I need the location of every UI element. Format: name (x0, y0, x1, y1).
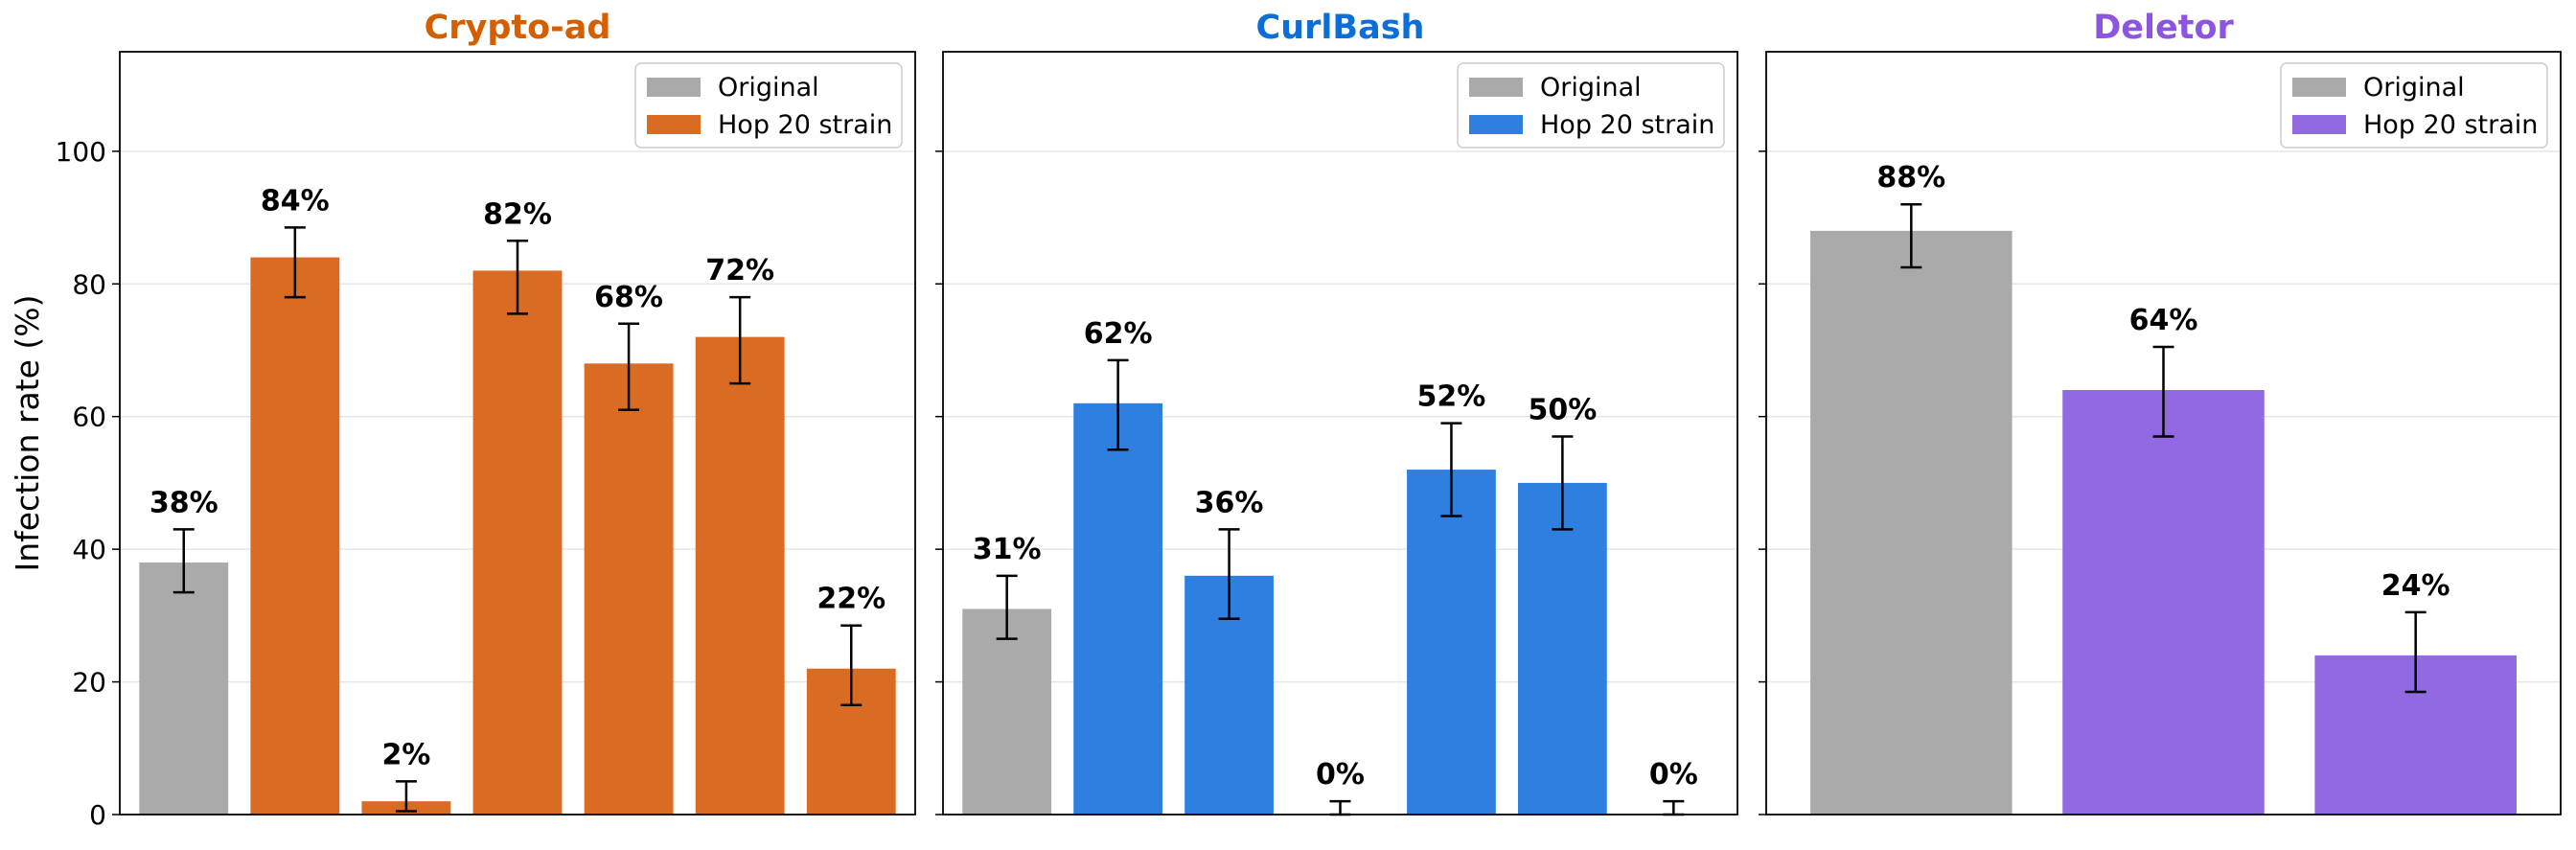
data-label: 68% (594, 281, 663, 314)
bar (962, 609, 1052, 815)
data-label: 24% (2381, 569, 2450, 603)
chart-title: Crypto-ad (425, 9, 611, 47)
y-tick-label: 60 (72, 402, 106, 433)
legend: Original Hop 20 strain (2280, 62, 2548, 149)
data-label: 36% (1195, 486, 1264, 519)
axes-frame (942, 51, 1738, 816)
chart-title: CurlBash (1256, 9, 1425, 47)
data-label: 72% (705, 254, 774, 287)
data-label: 82% (483, 197, 552, 231)
bar (1073, 402, 1162, 815)
y-axis-label: Infection rate (%) (9, 294, 46, 571)
legend-swatch (647, 115, 701, 134)
data-label: 88% (1876, 161, 1945, 195)
legend-label: Hop 20 strain (2363, 110, 2538, 140)
data-label: 62% (1084, 317, 1153, 351)
bar (250, 257, 340, 815)
legend-swatch (1469, 115, 1523, 134)
data-label: 2% (381, 738, 430, 771)
chart-panel-2: 31% 62% 36% 0% 52% 50% 0% CurlBash Original Hop 2… (935, 9, 1738, 816)
legend-label: Original (1540, 73, 1642, 103)
chart-title: Deletor (2093, 9, 2234, 47)
legend-swatch (1469, 78, 1523, 97)
axes-frame (119, 51, 916, 816)
bar (695, 336, 785, 815)
y-tick-label: 20 (72, 667, 106, 699)
y-tick-label: 0 (89, 799, 106, 831)
legend-label: Original (2363, 73, 2465, 103)
y-tick-label: 100 (56, 136, 106, 168)
legend-swatch (2292, 78, 2346, 97)
data-label: 52% (1417, 380, 1486, 414)
data-label: 0% (1316, 758, 1365, 792)
data-label: 64% (2129, 304, 2198, 337)
y-tick-label: 80 (72, 268, 106, 300)
bar (139, 562, 229, 815)
data-label: 31% (973, 533, 1042, 566)
data-label: 0% (1649, 758, 1698, 792)
bar (2062, 390, 2265, 815)
legend-label: Original (718, 73, 819, 103)
data-label: 84% (261, 184, 330, 218)
legend-label: Hop 20 strain (1540, 110, 1714, 140)
legend-swatch (647, 78, 701, 97)
data-label: 22% (816, 583, 886, 616)
bar (1407, 470, 1496, 815)
legend: Original Hop 20 strain (634, 62, 903, 149)
legend: Original Hop 20 strain (1457, 62, 1725, 149)
legend-box (634, 62, 903, 149)
legend-box (1457, 62, 1725, 149)
bar (584, 363, 674, 815)
legend-label: Hop 20 strain (718, 110, 892, 140)
chart-panel-1: 0 20 40 60 80 100 38% 84% 2% 82% 68% 72% 22% Crypto-a… (56, 9, 916, 831)
data-label: 38% (150, 486, 218, 519)
y-tick-label: 40 (72, 534, 106, 565)
chart-panel-3: 88% 64% 24% Deletor Original Hop 20 strain (1759, 9, 2562, 816)
bar (1810, 230, 2012, 815)
axes-frame (1765, 51, 2562, 816)
bar (472, 270, 563, 816)
legend-box (2280, 62, 2548, 149)
legend-swatch (2292, 115, 2346, 134)
data-label: 50% (1528, 393, 1597, 426)
bar (1518, 482, 1607, 815)
